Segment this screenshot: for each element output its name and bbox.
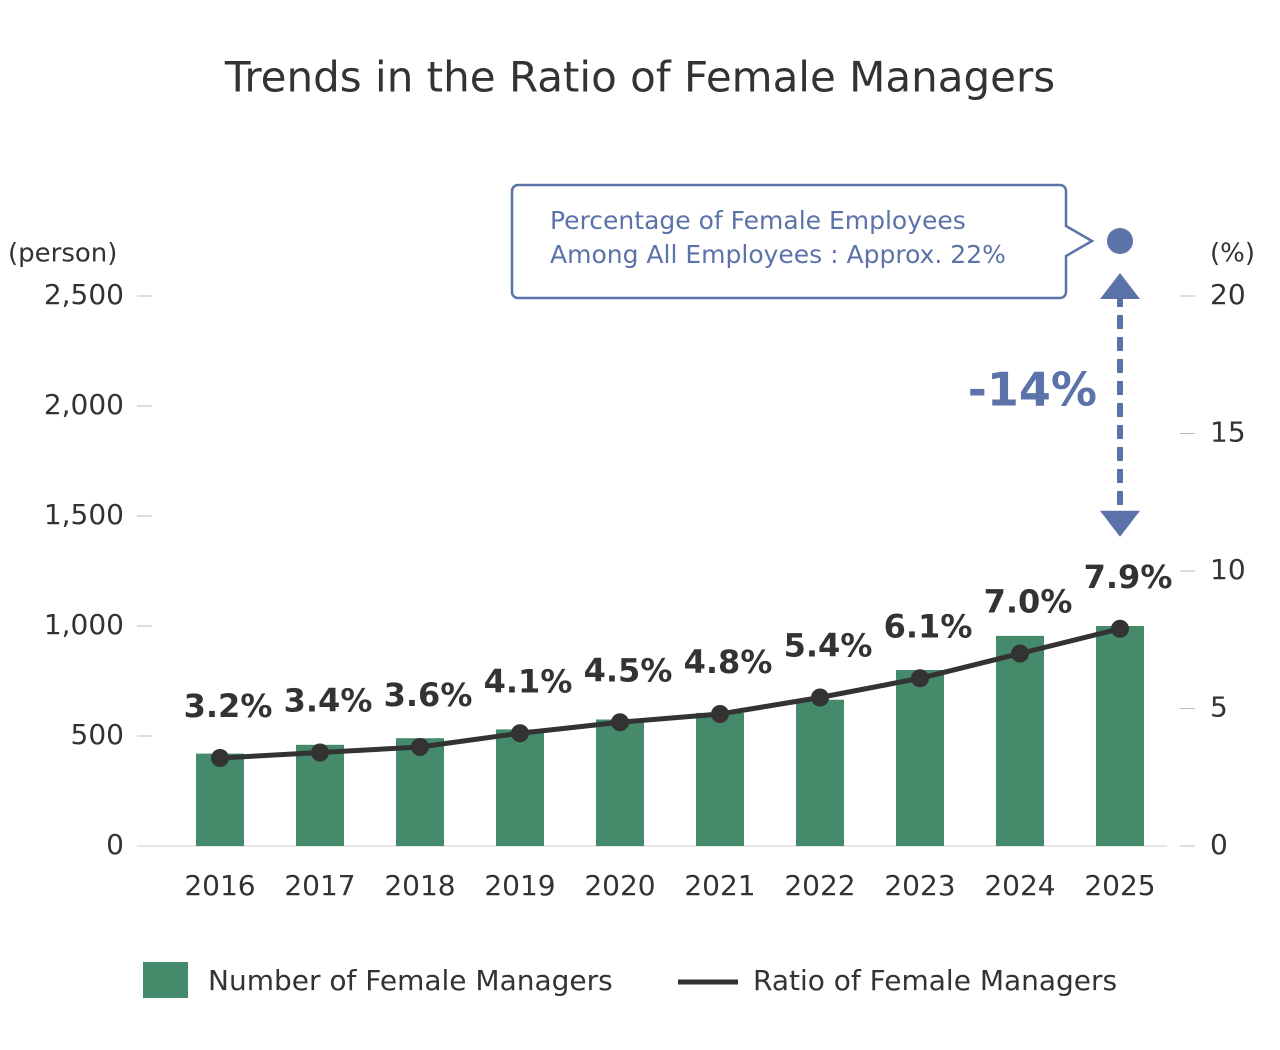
- y-tick-label: 0: [106, 828, 124, 861]
- y-tick-label: 2,500: [44, 278, 124, 311]
- line-point: [1111, 619, 1129, 638]
- line-point: [711, 705, 729, 723]
- reference-point: [1107, 228, 1133, 254]
- data-label: 4.8%: [684, 643, 773, 681]
- data-label: 7.9%: [1084, 558, 1173, 596]
- y2-tick-label: 10: [1210, 553, 1246, 586]
- y-tick-label: 500: [71, 718, 124, 751]
- data-label: 3.6%: [384, 676, 473, 714]
- data-label: 3.4%: [284, 682, 373, 720]
- x-tick-label: 2019: [484, 869, 555, 902]
- line-point: [1011, 644, 1029, 663]
- data-label: 5.4%: [784, 627, 873, 665]
- bar: [1096, 626, 1144, 846]
- legend-label: Ratio of Female Managers: [753, 964, 1117, 997]
- bar: [696, 712, 744, 846]
- x-tick-label: 2017: [284, 869, 355, 902]
- y-tick-label: 2,000: [44, 388, 124, 421]
- data-label: 4.1%: [484, 662, 573, 700]
- line-point: [311, 743, 329, 762]
- callout-text: Among All Employees : Approx. 22%: [550, 240, 1006, 269]
- data-label: 6.1%: [884, 607, 973, 645]
- x-tick-label: 2018: [384, 869, 455, 902]
- chart-title: Trends in the Ratio of Female Managers: [224, 53, 1055, 102]
- data-label: 7.0%: [984, 583, 1073, 621]
- arrow-head: [1100, 510, 1140, 537]
- x-tick-label: 2024: [984, 869, 1055, 902]
- bar: [396, 738, 444, 846]
- y2-tick-label: 5: [1210, 691, 1228, 724]
- difference-label: -14%: [968, 362, 1097, 416]
- callout-box: [510, 183, 1095, 300]
- line-point: [211, 749, 229, 767]
- y2-tick-label: 15: [1210, 416, 1246, 449]
- line: [219, 626, 1121, 761]
- y-axis-label: (person): [8, 239, 117, 269]
- bar: [496, 729, 544, 846]
- bar: [296, 744, 344, 846]
- line-point: [611, 713, 629, 732]
- x-tick-label: 2022: [784, 869, 855, 902]
- data-label: 4.5%: [584, 651, 673, 689]
- bar: [996, 635, 1044, 846]
- y-tick-label: 1,000: [44, 608, 124, 641]
- x-tick-label: 2020: [584, 869, 655, 902]
- arrow-head: [1100, 273, 1140, 299]
- line-point: [411, 738, 429, 756]
- y2-tick-label: 0: [1210, 828, 1228, 861]
- line-point: [811, 688, 829, 707]
- legend-label: Number of Female Managers: [208, 964, 613, 997]
- line-point: [511, 724, 529, 743]
- x-tick-label: 2016: [184, 869, 255, 902]
- x-tick-label: 2021: [684, 869, 755, 902]
- line-point: [911, 669, 929, 688]
- bar: [896, 670, 944, 846]
- bar: [196, 753, 244, 846]
- callout-text: Percentage of Female Employees: [550, 206, 966, 235]
- y2-axis-label: (%): [1210, 239, 1255, 269]
- y2-tick-label: 20: [1210, 278, 1246, 311]
- x-tick-label: 2025: [1084, 869, 1155, 902]
- data-label: 3.2%: [184, 687, 273, 725]
- y-tick-label: 1,500: [44, 498, 124, 531]
- bar: [796, 699, 844, 846]
- legend-swatch: [143, 962, 188, 998]
- bar: [596, 719, 644, 846]
- x-tick-label: 2023: [884, 869, 955, 902]
